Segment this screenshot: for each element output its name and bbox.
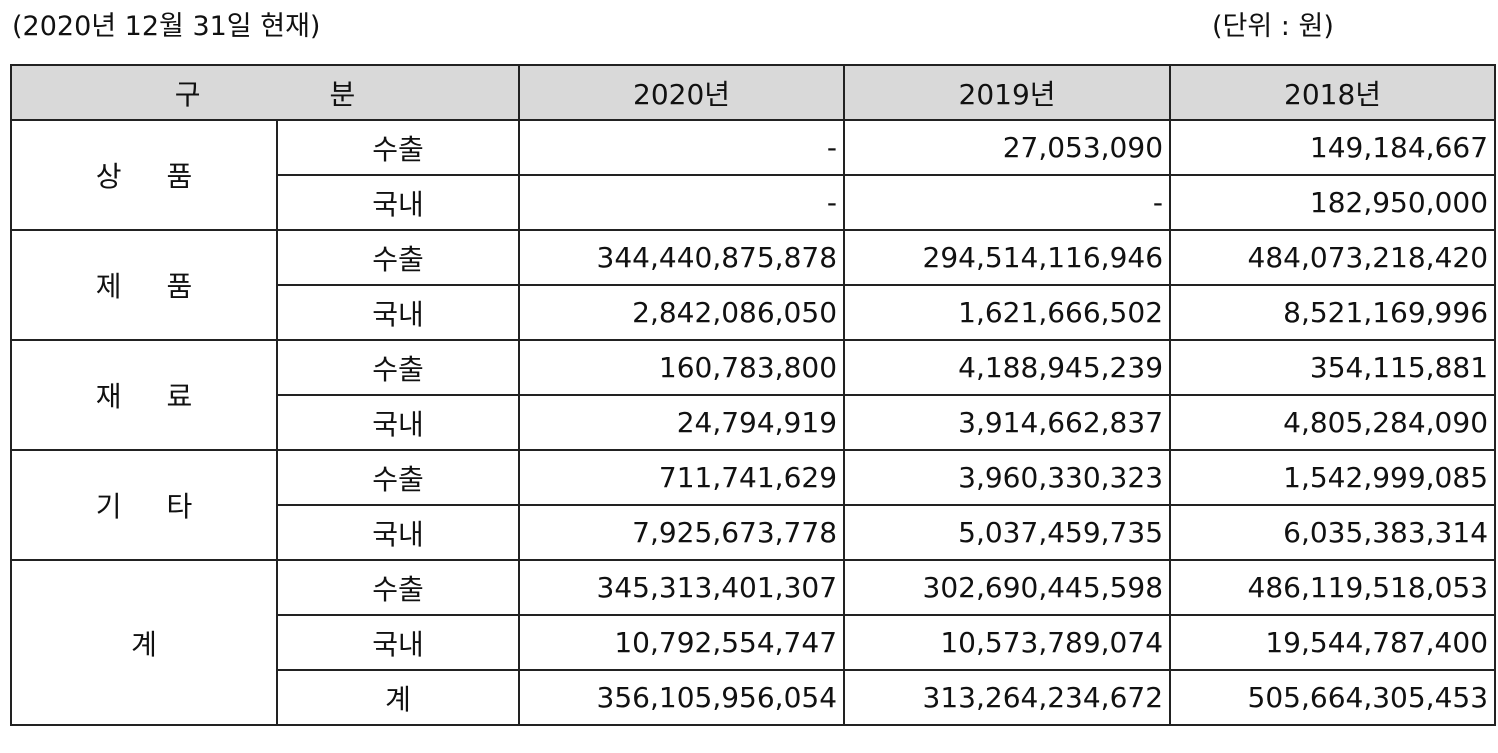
- value-cell: 356,105,956,054: [518, 669, 846, 726]
- value-cell: 313,264,234,672: [843, 669, 1172, 726]
- value-cell: 344,440,875,878: [518, 229, 846, 286]
- data-row: 기 타 수출 711,741,629 3,960,330,323 1,542,999,0…: [10, 449, 1497, 561]
- value-cell: 10,573,789,074: [843, 614, 1172, 671]
- value-cell: 484,073,218,420: [1169, 229, 1497, 286]
- data-row: 국내 10,792,554,747 10,573,789,074 19,544,787…: [11, 614, 1497, 671]
- header-cell: 2020년: [518, 64, 846, 121]
- value-cell: 2,842,086,050: [518, 284, 846, 341]
- sub-label: 국내: [275, 174, 521, 231]
- data-row: 국내 24,794,919 3,914,662,837 4,805,284,090: [11, 394, 1497, 451]
- value-cell: 4,188,945,239: [843, 339, 1172, 396]
- sub-label: 국내: [275, 284, 521, 341]
- value-cell: 160,783,800: [518, 339, 846, 396]
- value-cell: 24,794,919: [518, 394, 846, 451]
- sub-label: 수출: [275, 119, 521, 176]
- value-cell: 149,184,667: [1169, 119, 1497, 176]
- value-cell: 302,690,445,598: [843, 559, 1172, 616]
- sub-label: 수출: [275, 339, 521, 396]
- header-cell: 2018년: [1169, 64, 1497, 121]
- value-cell: 1,542,999,085: [1169, 449, 1497, 506]
- value-cell: 5,037,459,735: [843, 504, 1172, 561]
- value-cell: 182,950,000: [1169, 174, 1497, 231]
- data-row: 재 료 수출 160,783,800 4,188,945,239 354,115,881: [10, 339, 1497, 451]
- group-label: 상 품: [10, 119, 278, 231]
- value-cell: 6,035,383,314: [1169, 504, 1497, 561]
- value-cell: 4,805,284,090: [1169, 394, 1497, 451]
- group-label: 기 타: [10, 449, 278, 561]
- sub-label: 수출: [275, 449, 521, 506]
- group-label: 제 품: [10, 229, 278, 341]
- data-row: 계 356,105,956,054 313,264,234,672 505,664,3…: [11, 669, 1497, 726]
- data-row: 국내 2,842,086,050 1,621,666,502 8,521,169,99…: [11, 284, 1497, 341]
- data-row: 제 품 수출 344,440,875,878 294,514,116,946 484,0…: [10, 229, 1497, 341]
- value-cell: 354,115,881: [1169, 339, 1497, 396]
- value-cell: 505,664,305,453: [1169, 669, 1497, 726]
- value-cell: -: [518, 174, 846, 231]
- value-cell: 10,792,554,747: [518, 614, 846, 671]
- value-cell: 345,313,401,307: [518, 559, 846, 616]
- sub-label: 계: [275, 669, 521, 726]
- value-cell: -: [518, 119, 846, 176]
- value-cell: 8,521,169,996: [1169, 284, 1497, 341]
- value-cell: 711,741,629: [518, 449, 846, 506]
- value-cell: 1,621,666,502: [843, 284, 1172, 341]
- group-label: 재 료: [10, 339, 278, 451]
- data-row: 상 품 수출 -27,053,090 149,184,667: [10, 119, 1497, 231]
- value-cell: 3,960,330,323: [843, 449, 1172, 506]
- value-cell: 486,119,518,053: [1169, 559, 1497, 616]
- sub-label: 수출: [275, 559, 521, 616]
- group-label: 계: [10, 559, 278, 726]
- header-cell: 구 분: [9, 64, 521, 121]
- header-cell: 2019년: [843, 64, 1172, 121]
- value-cell: -: [843, 174, 1172, 231]
- sub-label: 국내: [275, 504, 521, 561]
- value-cell: 19,544,787,400: [1169, 614, 1497, 671]
- value-cell: 7,925,673,778: [518, 504, 846, 561]
- header-row: 구 분 2020년 2019년 2018년: [9, 64, 1497, 121]
- sub-label: 국내: [275, 394, 521, 451]
- unit-note: (단위 : 원): [1212, 11, 1334, 42]
- data-row: 국내 7,925,673,778 5,037,459,735 6,035,383,31…: [11, 504, 1497, 561]
- data-row: 국내 - -182,950,000: [11, 174, 1497, 231]
- sub-label: 수출: [275, 229, 521, 286]
- sub-label: 국내: [275, 614, 521, 671]
- value-cell: 3,914,662,837: [843, 394, 1172, 451]
- sales-table: 구 분 2020년 2019년 2018년 상 품 수출 -27,053,090 149,18…: [9, 64, 1497, 726]
- value-cell: 294,514,116,946: [843, 229, 1172, 286]
- value-cell: 27,053,090: [843, 119, 1172, 176]
- date-note: (2020년 12월 31일 현재): [12, 11, 321, 42]
- data-row: 계 수출 345,313,401,307 302,690,445,598 486,119…: [10, 559, 1497, 726]
